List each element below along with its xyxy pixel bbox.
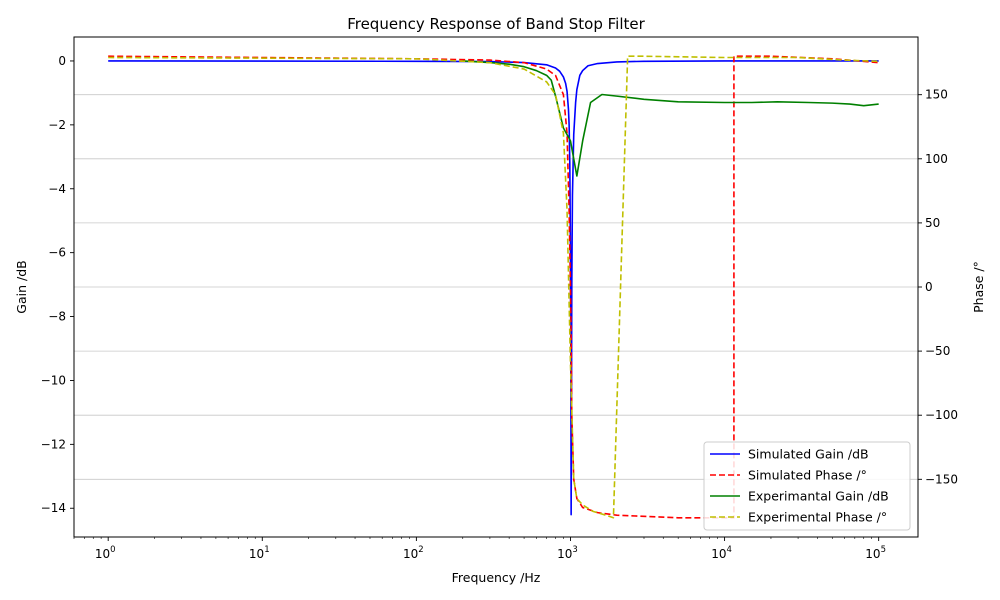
chart-title: Frequency Response of Band Stop Filter	[347, 15, 645, 33]
y-right-tick-label: −100	[925, 408, 958, 422]
y-axis-left: 0 −2 −4 −6 −8 −10 −12 −14	[41, 54, 74, 515]
series-lines	[108, 55, 879, 519]
series-line-simulated-phase	[108, 55, 879, 519]
legend-label: Simulated Phase /°	[748, 468, 867, 483]
y-left-tick-label: −14	[41, 501, 66, 515]
legend-label: Experimantal Gain /dB	[748, 489, 889, 504]
y-axis-left-title: Gain /dB	[14, 260, 29, 313]
y-left-tick-label: −6	[48, 246, 66, 260]
y-axis-right: 150 100 50 0 −50 −100 −150	[918, 88, 958, 486]
y-left-tick-label: −2	[48, 118, 66, 132]
y-right-tick-label: 100	[925, 152, 948, 166]
series-line-simulated-gain-db	[108, 60, 879, 516]
y-left-tick-label: −4	[48, 182, 66, 196]
legend-label: Simulated Gain /dB	[748, 447, 869, 462]
y-left-tick-label: −12	[41, 437, 66, 451]
legend-box	[703, 441, 911, 531]
legend: Simulated Gain /dB Simulated Phase /° Expe…	[703, 441, 911, 531]
legend-label: Experimental Phase /°	[748, 510, 887, 525]
y-axis-right-title: Phase /°	[971, 261, 986, 313]
x-axis-title: Frequency /Hz	[452, 570, 541, 585]
y-right-tick-label: 50	[925, 216, 940, 230]
y-right-tick-label: 150	[925, 88, 948, 102]
y-right-tick-label: −50	[925, 344, 950, 358]
series-line-experimantal-gain-db	[462, 60, 879, 177]
series-line-experimental-phase	[108, 55, 879, 519]
y-right-tick-label: −150	[925, 472, 958, 486]
y-right-tick-label: 0	[925, 280, 933, 294]
y-left-tick-label: −8	[48, 310, 66, 324]
y-left-tick-label: −10	[41, 373, 66, 387]
y-left-tick-label: 0	[58, 54, 66, 68]
